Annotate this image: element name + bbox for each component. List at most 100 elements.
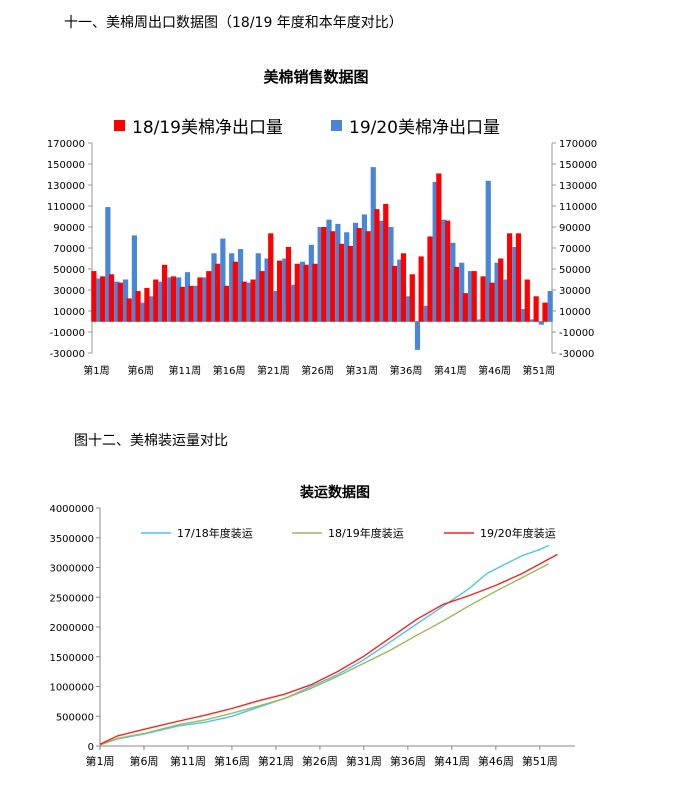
- x-tick-label: 第46周: [478, 364, 511, 377]
- x-tick-label: 第11周: [169, 364, 202, 377]
- bar-1819: [418, 256, 424, 322]
- bar-1819: [268, 233, 274, 322]
- bar-1920: [193, 285, 199, 322]
- bar-1819: [400, 253, 407, 322]
- bar-1920: [352, 222, 359, 322]
- bar-1819: [489, 282, 495, 322]
- bar-1819: [179, 286, 185, 322]
- bar-1819: [117, 282, 123, 322]
- legend-label: 19/20年度装运: [480, 526, 556, 540]
- y-tick-label: 170000: [559, 139, 597, 150]
- y-tick-label: -10000: [50, 328, 85, 339]
- bar-1819: [285, 246, 292, 322]
- line-1718: [99, 544, 549, 746]
- bar-1819: [365, 231, 371, 322]
- y-tick-label: 2000000: [49, 623, 94, 634]
- bar-1819: [330, 231, 336, 322]
- x-tick-label: 第16周: [214, 754, 250, 768]
- bar-1920: [441, 219, 447, 322]
- bar-1920: [423, 305, 429, 322]
- bar-1920: [273, 291, 279, 322]
- bar-1819: [374, 209, 380, 322]
- bar-1819: [241, 281, 247, 322]
- bar-1819: [259, 271, 265, 322]
- x-tick-label: 第51周: [522, 364, 555, 377]
- y-tick-label: 110000: [47, 202, 85, 213]
- bar-1920: [388, 227, 394, 322]
- bar-1920: [397, 259, 403, 322]
- line-1819: [99, 563, 549, 746]
- x-tick-label: 第1周: [83, 364, 109, 377]
- bar-1819: [170, 276, 177, 322]
- bar-1920: [414, 321, 421, 350]
- bar-1920: [246, 282, 253, 322]
- y-tick-label: 70000: [559, 244, 591, 255]
- y-tick-label: 150000: [47, 160, 85, 171]
- bar-1920: [547, 291, 553, 322]
- x-tick-label: 第21周: [258, 754, 294, 768]
- bar-1819: [135, 291, 141, 322]
- y-tick-label: 2500000: [49, 593, 94, 604]
- y-tick-label: -10000: [559, 328, 594, 339]
- bar-1920: [538, 321, 544, 325]
- bar-1819: [321, 227, 327, 322]
- x-tick-label: 第26周: [301, 364, 334, 377]
- bar-1920: [255, 253, 261, 322]
- bar-1819: [506, 233, 513, 322]
- y-tick-label: 3500000: [49, 534, 94, 545]
- bar-1819: [515, 233, 522, 322]
- bar-1920: [370, 167, 376, 322]
- bar-1819: [206, 271, 212, 322]
- y-tick-label: 170000: [47, 139, 85, 150]
- chart-title: 装运数据图: [299, 484, 370, 501]
- bar-1920: [211, 253, 217, 322]
- bar-1819: [347, 245, 353, 322]
- bar-1819: [462, 293, 468, 322]
- export-bar-chart: 美棉销售数据图 18/19美棉净出口量 19/20美棉净出口量 170000 17000…: [47, 68, 597, 377]
- y-tick-label: 10000: [53, 307, 85, 318]
- bar-1819: [453, 266, 460, 322]
- y-tick-label: 3000000: [49, 564, 94, 575]
- y-tick-label: 130000: [559, 181, 597, 192]
- bar-1819: [108, 274, 115, 322]
- bar-1920: [326, 219, 332, 322]
- y-tick-label: 150000: [559, 160, 597, 171]
- bar-1920: [282, 258, 288, 322]
- bar-1920: [317, 227, 323, 322]
- y-tick-label: 0: [88, 742, 94, 753]
- x-tick-label: 第41周: [434, 754, 470, 768]
- bar-1920: [105, 207, 111, 322]
- chart-title: 美棉销售数据图: [263, 68, 368, 86]
- bar-1819: [471, 271, 477, 322]
- legend-swatch: [114, 120, 125, 131]
- bar-1819: [100, 276, 106, 322]
- x-tick-label: 第1周: [86, 754, 115, 768]
- x-tick-label: 第36周: [390, 754, 426, 768]
- line-1920: [99, 553, 558, 745]
- bar-1819: [153, 279, 159, 322]
- y-tick-label: 10000: [559, 307, 591, 318]
- bar-1819: [480, 276, 486, 322]
- bar-1920: [299, 261, 306, 322]
- bar-1920: [140, 302, 146, 322]
- bar-1819: [223, 285, 230, 322]
- bar-1920: [459, 262, 465, 322]
- bar-1819: [436, 173, 442, 322]
- x-tick-label: 第16周: [213, 364, 246, 377]
- bar-1819: [91, 271, 97, 322]
- bar-1920: [122, 279, 129, 322]
- bar-1920: [344, 232, 350, 322]
- x-tick-label: 第36周: [390, 364, 423, 377]
- bar-1920: [220, 238, 226, 322]
- legend-label: 18/19美棉净出口量: [132, 118, 283, 138]
- bar-1920: [176, 277, 182, 322]
- bar-1920: [114, 281, 120, 322]
- bar-1819: [312, 263, 318, 322]
- bar-1819: [215, 263, 221, 322]
- bar-1920: [485, 180, 491, 322]
- y-tick-label: -30000: [559, 349, 594, 360]
- bar-1920: [450, 242, 456, 322]
- bar-1819: [383, 203, 389, 322]
- bar-1819: [542, 302, 548, 322]
- bar-1819: [445, 220, 451, 322]
